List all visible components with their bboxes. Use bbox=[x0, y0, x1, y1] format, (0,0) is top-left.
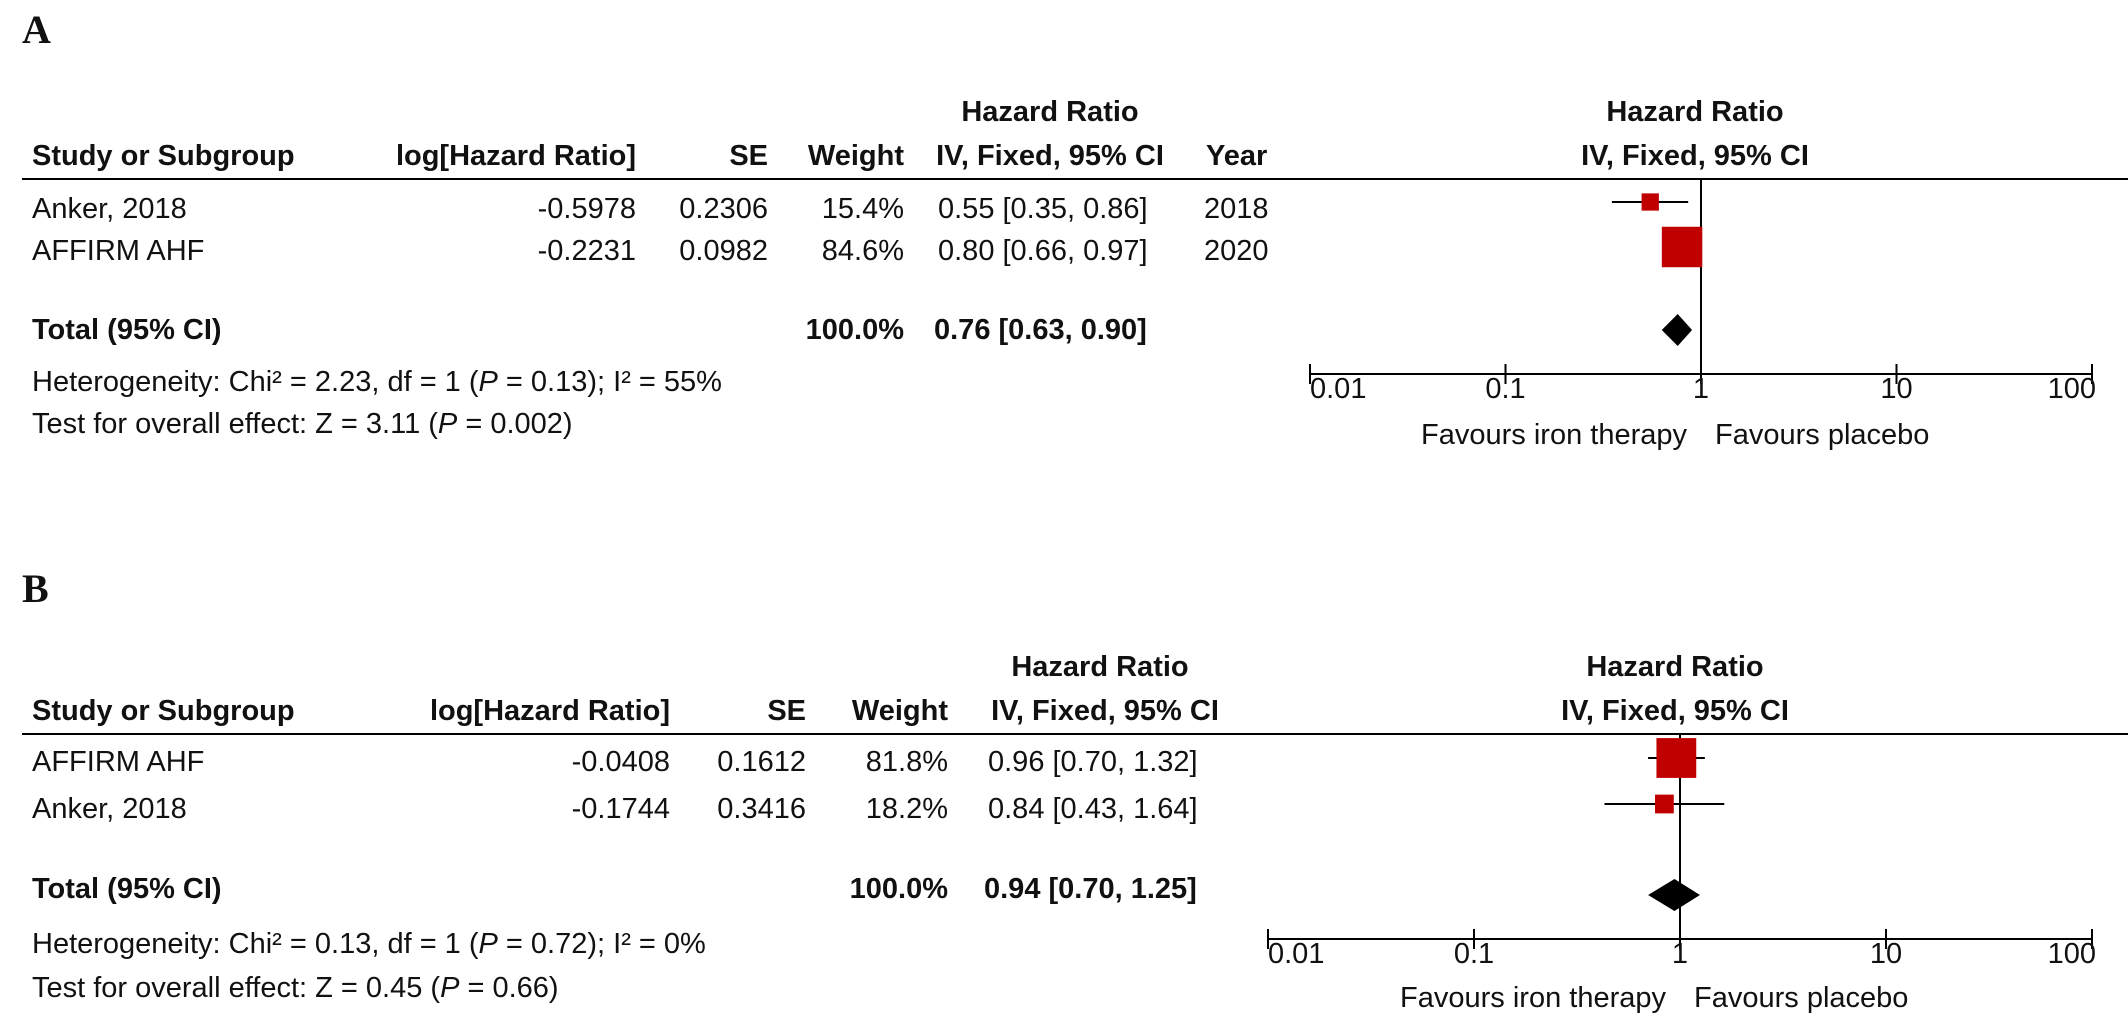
study-se: 0.3416 bbox=[717, 793, 806, 825]
header-ci: IV, Fixed, 95% CI bbox=[991, 695, 1219, 727]
header-rule bbox=[22, 178, 2128, 180]
header-effect-group: Hazard Ratio bbox=[1011, 651, 1189, 683]
x-tick-label: 10 bbox=[1870, 938, 1902, 970]
forest-plot-panel-b: B Hazard Ratio Study or Subgroup log[Haz… bbox=[0, 555, 2128, 1036]
heterogeneity-text: Heterogeneity: Chi² = 2.23, df = 1 (P = … bbox=[32, 366, 722, 398]
study-log-hr: -0.1744 bbox=[571, 793, 670, 825]
panel-label: B bbox=[22, 566, 49, 611]
total-weight: 100.0% bbox=[849, 873, 948, 905]
study-se: 0.0982 bbox=[679, 235, 768, 267]
plot-title: Hazard Ratio bbox=[1586, 651, 1764, 683]
x-tick-label: 0.01 bbox=[1310, 373, 1366, 405]
study-log-hr: -0.5978 bbox=[537, 193, 636, 225]
total-weight: 100.0% bbox=[805, 314, 904, 346]
plot-title: Hazard Ratio bbox=[1606, 96, 1784, 128]
total-label: Total (95% CI) bbox=[32, 314, 222, 346]
x-tick-label: 0.01 bbox=[1268, 938, 1324, 970]
header-log-hr: log[Hazard Ratio] bbox=[395, 140, 636, 172]
header-log-hr: log[Hazard Ratio] bbox=[429, 695, 670, 727]
header-se: SE bbox=[729, 140, 768, 172]
total-ci: 0.94 [0.70, 1.25] bbox=[984, 873, 1197, 905]
plot-subtitle: IV, Fixed, 95% CI bbox=[1561, 695, 1789, 727]
study-estimate-square bbox=[1661, 226, 1703, 268]
header-weight: Weight bbox=[851, 695, 948, 727]
study-ci: 0.96 [0.70, 1.32] bbox=[988, 746, 1198, 778]
study-log-hr: -0.0408 bbox=[571, 746, 670, 778]
x-tick-label: 0.1 bbox=[1485, 373, 1525, 405]
forest-plot-panel-a: A Hazard Ratio Study or Subgroup log[Haz… bbox=[22, 7, 2128, 451]
overall-effect-text: Test for overall effect: Z = 0.45 (P = 0… bbox=[32, 972, 559, 1004]
total-label: Total (95% CI) bbox=[32, 873, 222, 905]
favours-right-label: Favours placebo bbox=[1715, 419, 1929, 451]
x-tick-label: 1 bbox=[1672, 938, 1688, 970]
favours-right-label: Favours placebo bbox=[1694, 982, 1908, 1014]
study-year: 2018 bbox=[1204, 193, 1269, 225]
header-year: Year bbox=[1206, 140, 1268, 172]
header-study: Study or Subgroup bbox=[32, 695, 295, 727]
study-log-hr: -0.2231 bbox=[537, 235, 636, 267]
study-se: 0.2306 bbox=[679, 193, 768, 225]
study-year: 2020 bbox=[1204, 235, 1269, 267]
forest-plot-b: 0.01 0.1 1 10 100 Favours iron therapy Favours… bbox=[1267, 735, 2096, 1014]
plot-subtitle: IV, Fixed, 95% CI bbox=[1581, 140, 1809, 172]
study-estimate-square bbox=[1656, 738, 1697, 778]
study-weight: 84.6% bbox=[821, 235, 904, 267]
study-estimate-square bbox=[1641, 193, 1659, 211]
header-se: SE bbox=[767, 695, 806, 727]
header-study: Study or Subgroup bbox=[32, 140, 295, 172]
study-ci: 0.55 [0.35, 0.86] bbox=[938, 193, 1148, 225]
x-tick-label: 0.1 bbox=[1454, 938, 1494, 970]
overall-effect-text: Test for overall effect: Z = 3.11 (P = 0… bbox=[32, 408, 573, 440]
favours-left-label: Favours iron therapy bbox=[1400, 982, 1666, 1014]
study-name: Anker, 2018 bbox=[32, 193, 187, 225]
heterogeneity-text: Heterogeneity: Chi² = 0.13, df = 1 (P = … bbox=[32, 928, 706, 960]
study-name: AFFIRM AHF bbox=[32, 746, 205, 778]
study-name: AFFIRM AHF bbox=[32, 235, 205, 267]
x-tick-label: 100 bbox=[2048, 373, 2096, 405]
pooled-estimate-diamond bbox=[1661, 314, 1693, 346]
total-ci: 0.76 [0.63, 0.90] bbox=[934, 314, 1147, 346]
header-effect-group: Hazard Ratio bbox=[961, 96, 1139, 128]
forest-plot-a: 0.01 0.1 1 10 100 Favours iron therapy Favours… bbox=[1309, 180, 2096, 451]
x-tick-label: 10 bbox=[1880, 373, 1912, 405]
study-ci: 0.80 [0.66, 0.97] bbox=[938, 235, 1148, 267]
study-ci: 0.84 [0.43, 1.64] bbox=[988, 793, 1198, 825]
favours-left-label: Favours iron therapy bbox=[1421, 419, 1687, 451]
x-tick-label: 1 bbox=[1693, 373, 1709, 405]
study-weight: 81.8% bbox=[865, 746, 948, 778]
study-weight: 15.4% bbox=[821, 193, 904, 225]
x-tick-label: 100 bbox=[2048, 938, 2096, 970]
study-name: Anker, 2018 bbox=[32, 793, 187, 825]
header-rule bbox=[22, 733, 2128, 735]
pooled-estimate-diamond bbox=[1648, 879, 1700, 911]
study-estimate-square bbox=[1655, 794, 1674, 814]
header-weight: Weight bbox=[807, 140, 904, 172]
study-se: 0.1612 bbox=[717, 746, 806, 778]
header-ci: IV, Fixed, 95% CI bbox=[936, 140, 1164, 172]
study-weight: 18.2% bbox=[865, 793, 948, 825]
panel-label: A bbox=[22, 7, 51, 52]
